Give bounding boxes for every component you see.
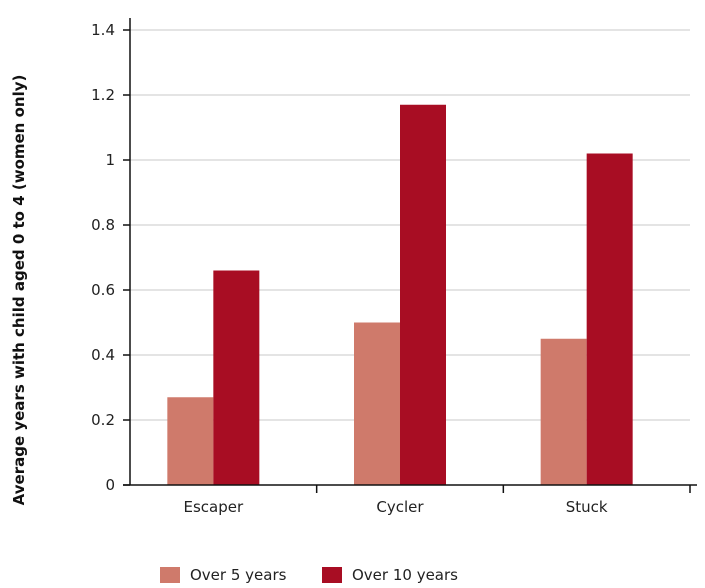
bar-escaper-over-5-years (167, 397, 214, 485)
legend-item-over-10-years: Over 10 years (322, 566, 458, 584)
bar-cycler-over-5-years (354, 322, 400, 485)
x-category-label-cycler: Cycler (376, 498, 424, 516)
bar-stuck-over-10-years (586, 153, 633, 485)
y-tick-label-0: 0 (105, 476, 115, 494)
bars (167, 104, 633, 485)
legend: Over 5 years Over 10 years (0, 566, 705, 588)
y-tick-label-6: 1.2 (91, 86, 115, 104)
bar-cycler-over-10-years (400, 104, 446, 485)
bar-stuck-over-5-years (540, 338, 587, 485)
legend-swatch-over-10-years (322, 567, 342, 583)
bar-escaper-over-10-years (213, 270, 260, 485)
y-tick-label-4: 0.8 (91, 216, 115, 234)
y-tick-label-7: 1.4 (91, 21, 115, 39)
legend-label-over-5-years: Over 5 years (190, 566, 287, 584)
y-tick-label-3: 0.6 (91, 281, 115, 299)
y-tick-label-5: 1 (105, 151, 115, 169)
x-category-label-escaper: Escaper (184, 498, 244, 516)
x-category-label-stuck: Stuck (566, 498, 608, 516)
y-tick-label-1: 0.2 (91, 411, 115, 429)
y-tick-label-2: 0.4 (91, 346, 115, 364)
legend-swatch-over-5-years (160, 567, 180, 583)
legend-item-over-5-years: Over 5 years (160, 566, 286, 584)
y-axis-title: Average years with child aged 0 to 4 (wo… (10, 75, 28, 506)
legend-label-over-10-years: Over 10 years (352, 566, 458, 584)
axes: 0 0.2 0.4 0.6 0.8 1 1.2 1.4 Escaper Cycler Stuck (91, 18, 697, 516)
